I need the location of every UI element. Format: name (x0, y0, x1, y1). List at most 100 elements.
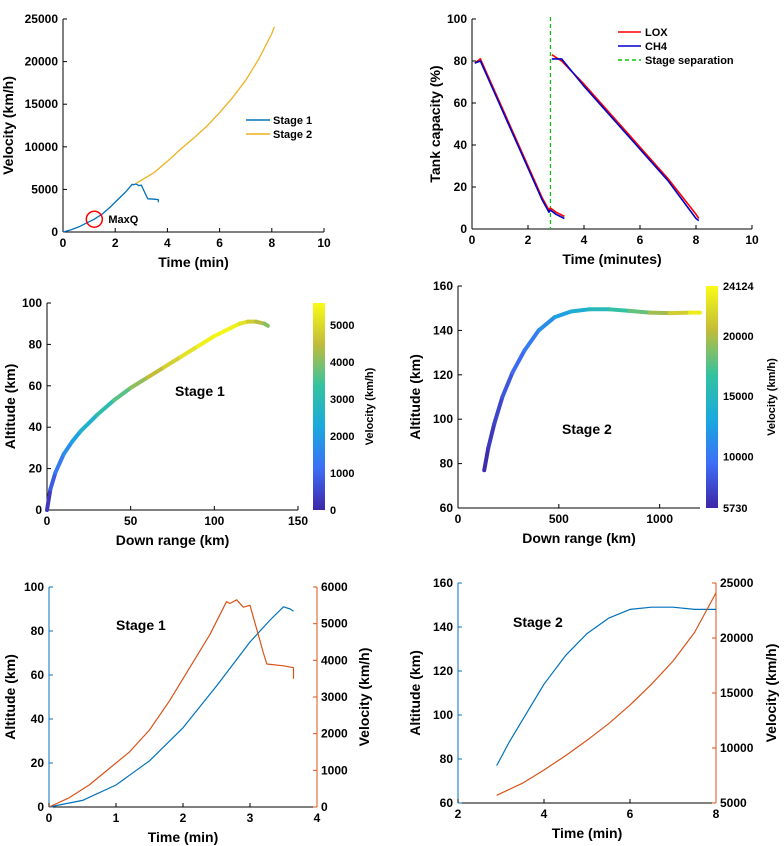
y-tick-label: 160 (433, 576, 453, 590)
colorbar-tick-label: 20000 (723, 331, 754, 343)
x-tick-label: 6 (216, 236, 223, 250)
right-y-tick-label: 6000 (321, 580, 348, 594)
y-tick-label: 100 (433, 412, 453, 426)
trajectory-segment (145, 365, 167, 380)
y-tick-label: 100 (24, 580, 44, 594)
colorbar: 5730 10000 15000 20000 24124 Velocity (km/h) (706, 281, 778, 515)
x-tick-label: 2 (455, 807, 462, 821)
velocity-line (48, 599, 295, 808)
colorbar-tick-label: 3000 (330, 394, 354, 406)
y-tick-label: 0 (35, 503, 42, 517)
trajectory-segment (128, 375, 150, 390)
y-tick-label: 60 (440, 501, 454, 515)
colorbar-tick-label: 10000 (723, 451, 754, 463)
x-tick-label: 10 (745, 233, 759, 247)
stage-annotation: Stage 2 (562, 421, 612, 437)
x-tick-label: 10 (317, 236, 331, 250)
x-tick-label: 2 (180, 811, 187, 825)
colorbar-tick-label: 5730 (723, 503, 747, 515)
series-line-ch4 (474, 60, 565, 220)
y-tick-label: 120 (433, 368, 453, 382)
trajectory-segment (111, 385, 133, 403)
right-y-tick-label: 15000 (720, 686, 754, 700)
colorbar-tick-label: 4000 (330, 357, 354, 369)
trajectory-chart-stage-2: 0 500 1000 60 80 100 120 140 160 Down range (km) A… (407, 279, 778, 546)
y-tick-label: 80 (440, 752, 454, 766)
right-y-tick-label: 2000 (321, 727, 348, 741)
x-axis-label: Down range (km) (522, 530, 636, 546)
y-tick-label: 60 (454, 96, 468, 110)
right-y-axis-label: Velocity (km/h) (356, 648, 372, 747)
right-y-tick-label: 10000 (720, 741, 754, 755)
colorbar-tick-label: 24124 (723, 281, 754, 293)
right-y-tick-label: 4000 (321, 653, 348, 667)
y-tick-label: 80 (440, 457, 454, 471)
legend-label: CH4 (645, 41, 668, 53)
x-tick-label: 2 (525, 233, 532, 247)
colorbar-label: Velocity (km/h) (766, 358, 778, 436)
x-axis-label: Time (min) (158, 254, 229, 270)
altitude-line (48, 606, 294, 808)
x-tick-label: 50 (124, 514, 138, 528)
colorbar-tick-label: 1000 (330, 468, 354, 480)
x-tick-label: 0 (44, 514, 51, 528)
colorbar-tick-label: 2000 (330, 431, 354, 443)
stage-annotation: Stage 2 (513, 614, 563, 630)
series-line-stage-2 (135, 26, 276, 184)
right-y-tick-label: 3000 (321, 690, 348, 704)
right-y-tick-label: 0 (321, 800, 328, 814)
legend-label: Stage 1 (273, 115, 312, 127)
right-y-tick-label: 25000 (720, 576, 754, 590)
y-tick-label: 10000 (25, 140, 59, 154)
trajectory-segment (78, 412, 100, 434)
y-tick-label: 5000 (31, 182, 58, 196)
y-tick-label: 20000 (25, 55, 59, 69)
y-tick-label: 140 (433, 620, 453, 634)
x-axis-label: Down range (km) (116, 532, 230, 548)
trajectory-segment (627, 308, 652, 315)
trajectory-segment (212, 325, 234, 339)
trajectory-segment (178, 344, 200, 359)
trajectory-segment (162, 354, 183, 370)
y-tick-label: 100 (433, 708, 453, 722)
altitude-line (496, 606, 716, 766)
y-tick-label: 120 (433, 664, 453, 678)
y-tick-label: 20 (454, 180, 468, 194)
y-tick-label: 60 (29, 379, 43, 393)
trajectory-segment (70, 429, 83, 444)
legend: Stage 1 Stage 2 (246, 115, 312, 141)
colorbar-label: Velocity (km/h) (364, 367, 376, 445)
x-tick-label: 6 (637, 233, 644, 247)
x-tick-label: 6 (627, 807, 634, 821)
x-tick-label: 2 (112, 236, 119, 250)
y-axis-label: Altitude (km) (2, 654, 18, 740)
x-tick-label: 0 (60, 236, 67, 250)
y-tick-label: 80 (29, 337, 43, 351)
y-tick-label: 0 (460, 222, 467, 236)
y-tick-label: 20 (31, 756, 45, 770)
trajectory-segment (262, 321, 270, 328)
x-tick-label: 0 (46, 811, 53, 825)
y-tick-label: 60 (440, 796, 454, 810)
trajectory-segment (552, 309, 573, 320)
stage-annotation: Stage 1 (116, 617, 166, 633)
x-tick-label: 0 (455, 512, 462, 526)
colorbar: 0 1000 2000 3000 4000 5000 Velocity (km/h) (313, 303, 376, 517)
legend: LOX CH4 Stage separation (618, 27, 734, 67)
trajectory-segment (48, 470, 58, 492)
y-axis-label: Tank capacity (%) (427, 65, 443, 182)
colorbar-tick-label: 15000 (723, 391, 754, 403)
trajectory-segment (510, 348, 527, 375)
y-tick-label: 40 (29, 420, 43, 434)
colorbar-gradient (313, 303, 325, 510)
maxq-marker (85, 210, 104, 228)
x-tick-label: 100 (204, 514, 224, 528)
colorbar-tick-label: 5000 (330, 320, 354, 332)
y-axis-label: Velocity (km/h) (0, 76, 16, 175)
trajectory-segment (500, 370, 515, 399)
x-tick-label: 8 (268, 236, 275, 250)
trajectory-segment (486, 421, 497, 451)
